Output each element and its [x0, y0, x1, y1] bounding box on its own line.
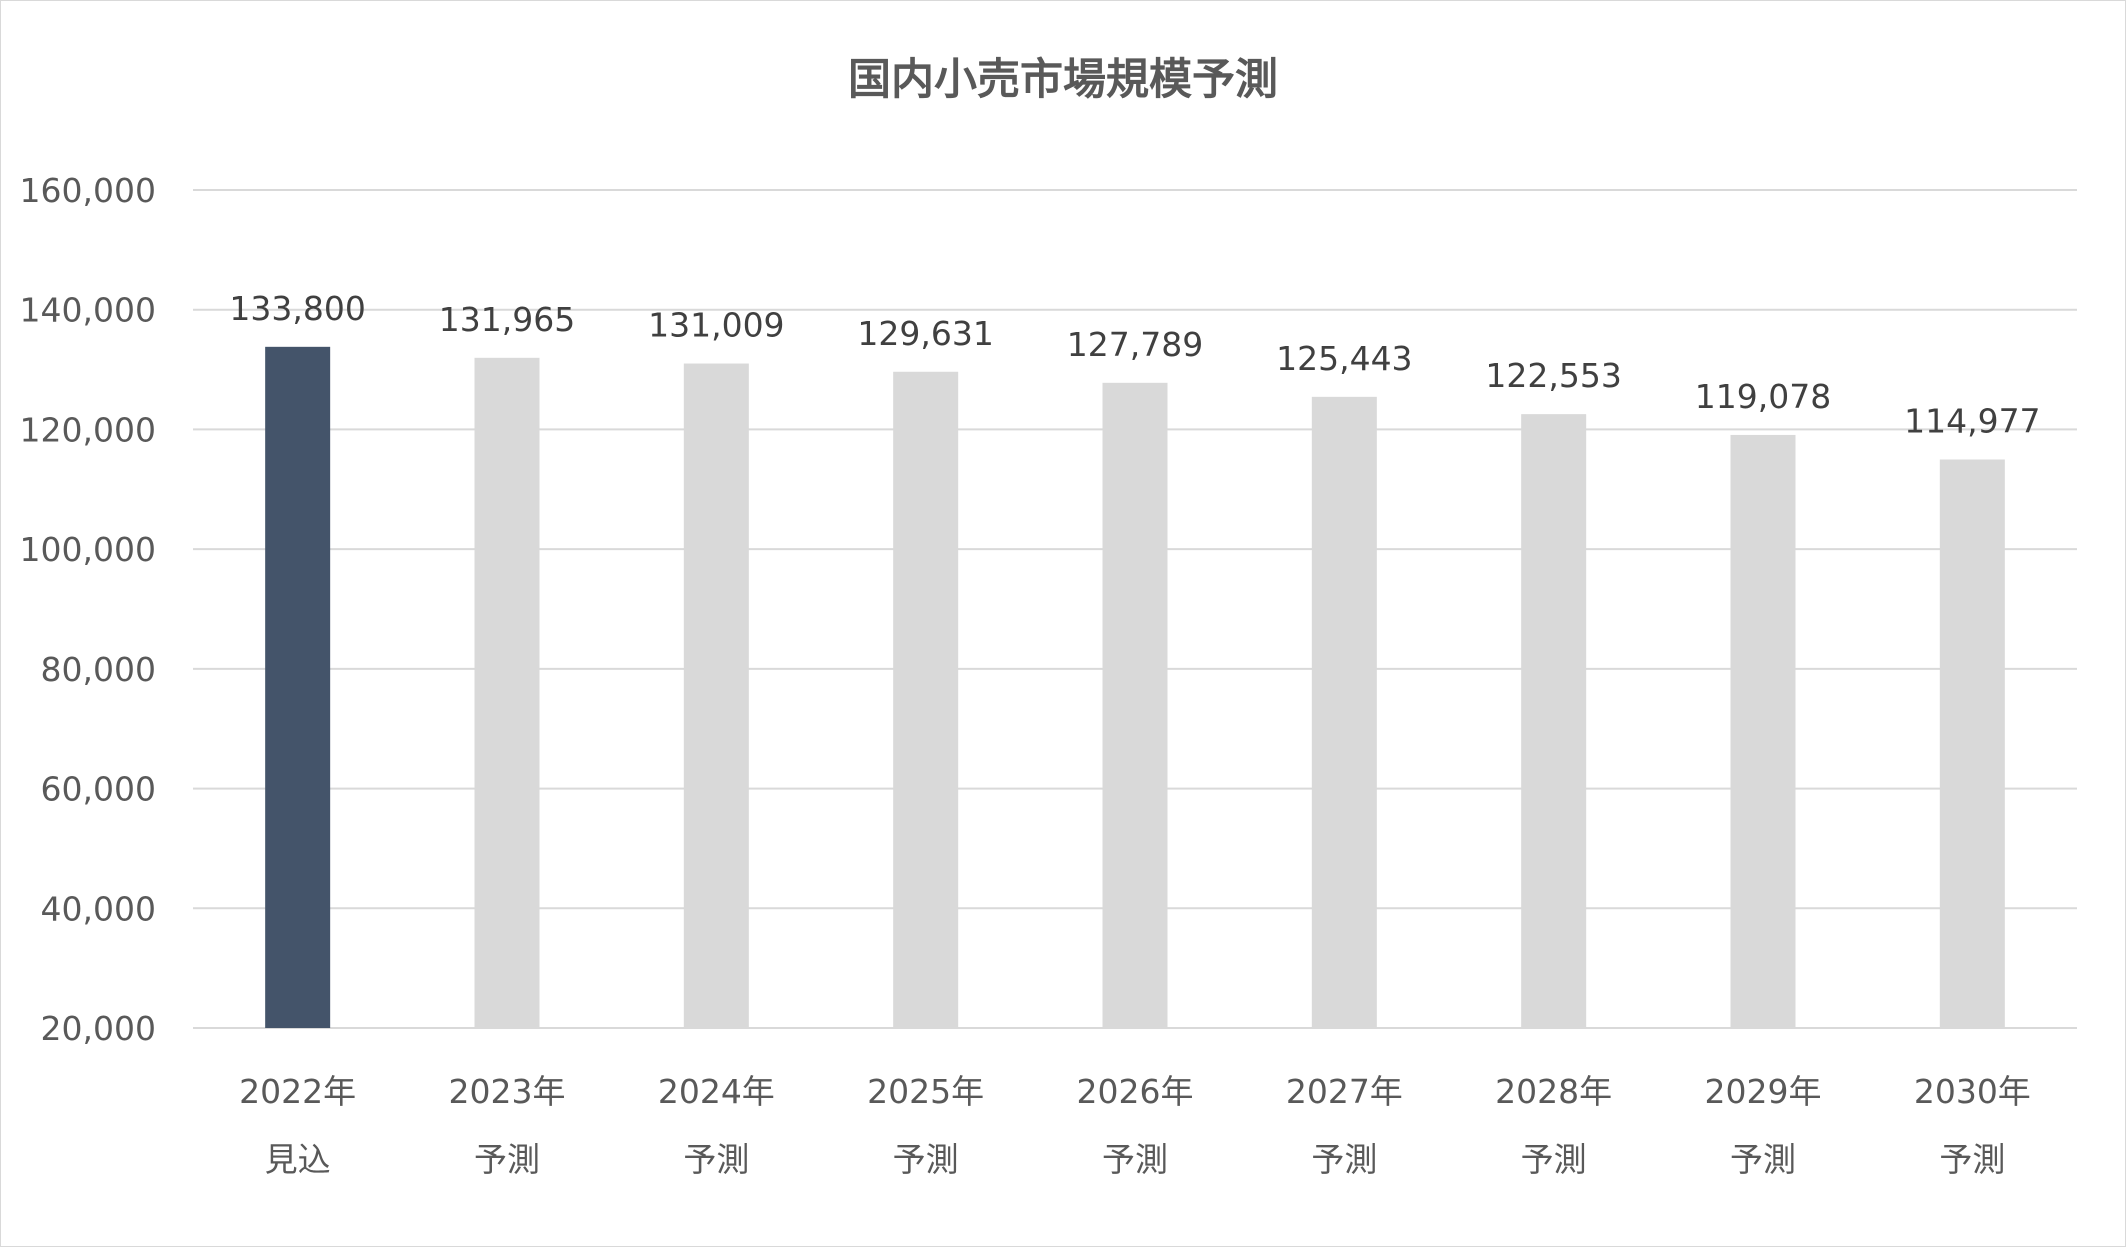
- data-label: 114,977: [1904, 401, 2040, 440]
- data-label: 127,789: [1067, 325, 1203, 364]
- x-tick-label: 予測: [474, 1140, 540, 1179]
- bar: [1102, 382, 1168, 1028]
- x-tick-label: 2024年: [658, 1072, 775, 1111]
- y-tick-label: 120,000: [20, 410, 156, 449]
- x-tick-label: 予測: [1730, 1140, 1796, 1179]
- chart-title: 国内小売市場規模予測: [848, 55, 1278, 105]
- y-tick-label: 20,000: [41, 1009, 156, 1048]
- data-label: 119,078: [1695, 377, 1831, 416]
- bar: [265, 346, 331, 1029]
- bar: [1311, 396, 1377, 1028]
- x-tick-label: 2028年: [1495, 1072, 1612, 1111]
- x-tick-label: 2022年: [239, 1072, 356, 1111]
- y-axis-tick-labels: 20,000 40,000 60,000 80,000 100,000 120,000 14…: [20, 171, 156, 1048]
- x-tick-label: 予測: [1939, 1140, 2005, 1179]
- x-tick-label: 予測: [893, 1140, 959, 1179]
- bar: [474, 357, 540, 1028]
- bar: [1730, 434, 1796, 1028]
- x-tick-label: 見込: [265, 1140, 331, 1179]
- x-tick-label: 2027年: [1286, 1072, 1403, 1111]
- bars: [265, 346, 2005, 1029]
- bar: [1939, 459, 2005, 1028]
- x-tick-label: 予測: [1102, 1140, 1168, 1179]
- bar: [1521, 414, 1587, 1028]
- bar: [893, 371, 959, 1028]
- y-tick-label: 100,000: [20, 530, 156, 569]
- x-tick-label: 2023年: [449, 1072, 566, 1111]
- x-tick-label: 2026年: [1077, 1072, 1194, 1111]
- y-tick-label: 160,000: [20, 171, 156, 210]
- y-tick-label: 80,000: [41, 650, 156, 689]
- x-tick-label: 予測: [1311, 1140, 1377, 1179]
- x-tick-label: 予測: [683, 1140, 749, 1179]
- y-tick-label: 140,000: [20, 291, 156, 330]
- data-label: 133,800: [229, 289, 365, 328]
- data-label: 129,631: [857, 314, 993, 353]
- y-tick-label: 40,000: [41, 889, 156, 928]
- data-label: 131,965: [439, 300, 575, 339]
- data-labels: 133,800 131,965 131,009 129,631 127,789 125,4…: [229, 289, 2040, 441]
- x-tick-label: 2029年: [1705, 1072, 1822, 1111]
- data-label: 122,553: [1485, 356, 1621, 395]
- x-tick-label: 2030年: [1914, 1072, 2031, 1111]
- y-tick-label: 60,000: [41, 770, 156, 809]
- x-tick-label: 予測: [1521, 1140, 1587, 1179]
- x-tick-label: 2025年: [867, 1072, 984, 1111]
- bar: [683, 363, 749, 1028]
- data-label: 125,443: [1276, 339, 1412, 378]
- data-label: 131,009: [648, 306, 784, 345]
